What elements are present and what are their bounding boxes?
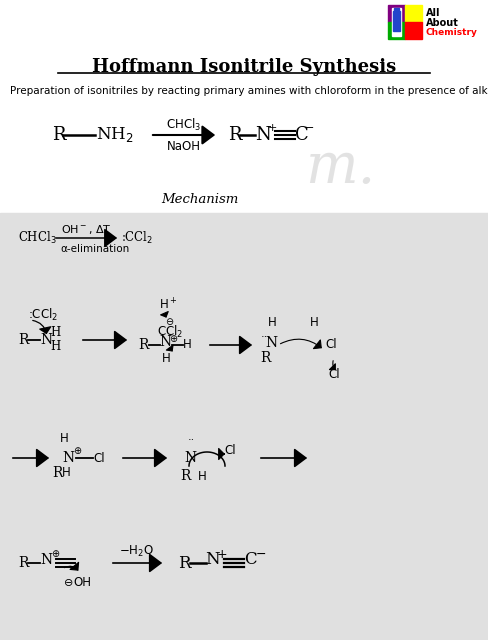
Text: Preparation of isonitriles by reacting primary amines with chloroform in the pre: Preparation of isonitriles by reacting p… [10, 86, 488, 96]
Text: CCl$_2$: CCl$_2$ [157, 324, 183, 340]
Text: OH: OH [73, 577, 91, 589]
Text: Ṅ: Ṅ [40, 333, 52, 347]
Text: ⊕: ⊕ [51, 549, 59, 559]
Text: Cl: Cl [325, 339, 336, 351]
Text: H: H [50, 340, 60, 353]
Text: H: H [60, 431, 69, 445]
Text: C: C [244, 552, 256, 568]
Text: ··: ·· [187, 435, 195, 445]
Text: NH$_2$: NH$_2$ [96, 125, 133, 145]
Text: $-$H$_2$O: $-$H$_2$O [119, 543, 154, 559]
Text: H: H [309, 316, 318, 328]
Text: Mechanism: Mechanism [161, 193, 238, 206]
Text: About: About [425, 18, 458, 28]
Text: N: N [62, 451, 74, 465]
Text: −: − [305, 123, 314, 133]
Text: +: + [217, 547, 227, 561]
Text: H: H [50, 326, 60, 339]
Text: R: R [138, 338, 148, 352]
Text: −: − [256, 547, 266, 561]
Text: ··: ·· [261, 332, 268, 342]
Text: Cl: Cl [327, 369, 339, 381]
Text: N: N [40, 553, 52, 567]
Text: α-elimination: α-elimination [60, 244, 129, 254]
Text: N: N [204, 552, 219, 568]
Text: H: H [62, 467, 71, 479]
Text: CHCl$_3$: CHCl$_3$ [166, 117, 201, 133]
Text: C: C [294, 126, 308, 144]
Bar [393, 8, 398, 13]
Bar [391, 8, 400, 36]
Text: ⊕: ⊕ [73, 446, 81, 456]
Text: +: + [267, 123, 277, 133]
Text: R: R [180, 469, 190, 483]
Text: R: R [52, 466, 62, 480]
Bar [404, 22, 421, 39]
Text: CHCl$_3$: CHCl$_3$ [18, 230, 57, 246]
Text: N: N [264, 336, 277, 350]
Text: ⊖: ⊖ [64, 578, 73, 588]
Text: m.: m. [304, 141, 374, 195]
Text: N: N [159, 335, 171, 349]
Text: :CCl$_2$: :CCl$_2$ [121, 230, 153, 246]
Text: Cl: Cl [93, 451, 104, 465]
Bar [387, 5, 404, 22]
Text: N: N [254, 126, 270, 144]
Bar [404, 5, 421, 22]
Text: R: R [18, 556, 28, 570]
Bar [0, 213, 488, 640]
Text: ⊖: ⊖ [164, 317, 173, 327]
Text: NaOH: NaOH [167, 140, 201, 152]
Text: R: R [227, 126, 241, 144]
Text: All: All [425, 8, 440, 18]
Text: H: H [183, 339, 191, 351]
Text: Chemistry: Chemistry [425, 28, 477, 37]
Text: OH$^-$, $\Delta$T: OH$^-$, $\Delta$T [61, 223, 111, 236]
Text: R: R [52, 126, 65, 144]
Text: H: H [162, 351, 170, 365]
Text: R: R [260, 351, 270, 365]
Text: R: R [178, 554, 190, 572]
Text: Hoffmann Isonitrile Synthesis: Hoffmann Isonitrile Synthesis [92, 58, 395, 76]
Text: Cl: Cl [224, 444, 235, 456]
Text: :CCl$_2$: :CCl$_2$ [28, 307, 58, 323]
Text: H: H [267, 316, 276, 328]
Text: H: H [198, 470, 206, 483]
Bar [392, 11, 399, 31]
Text: ⊕: ⊕ [169, 334, 177, 344]
Text: N: N [183, 451, 196, 465]
Text: R: R [18, 333, 28, 347]
Text: H$^+$: H$^+$ [159, 298, 177, 313]
Bar [387, 22, 404, 39]
